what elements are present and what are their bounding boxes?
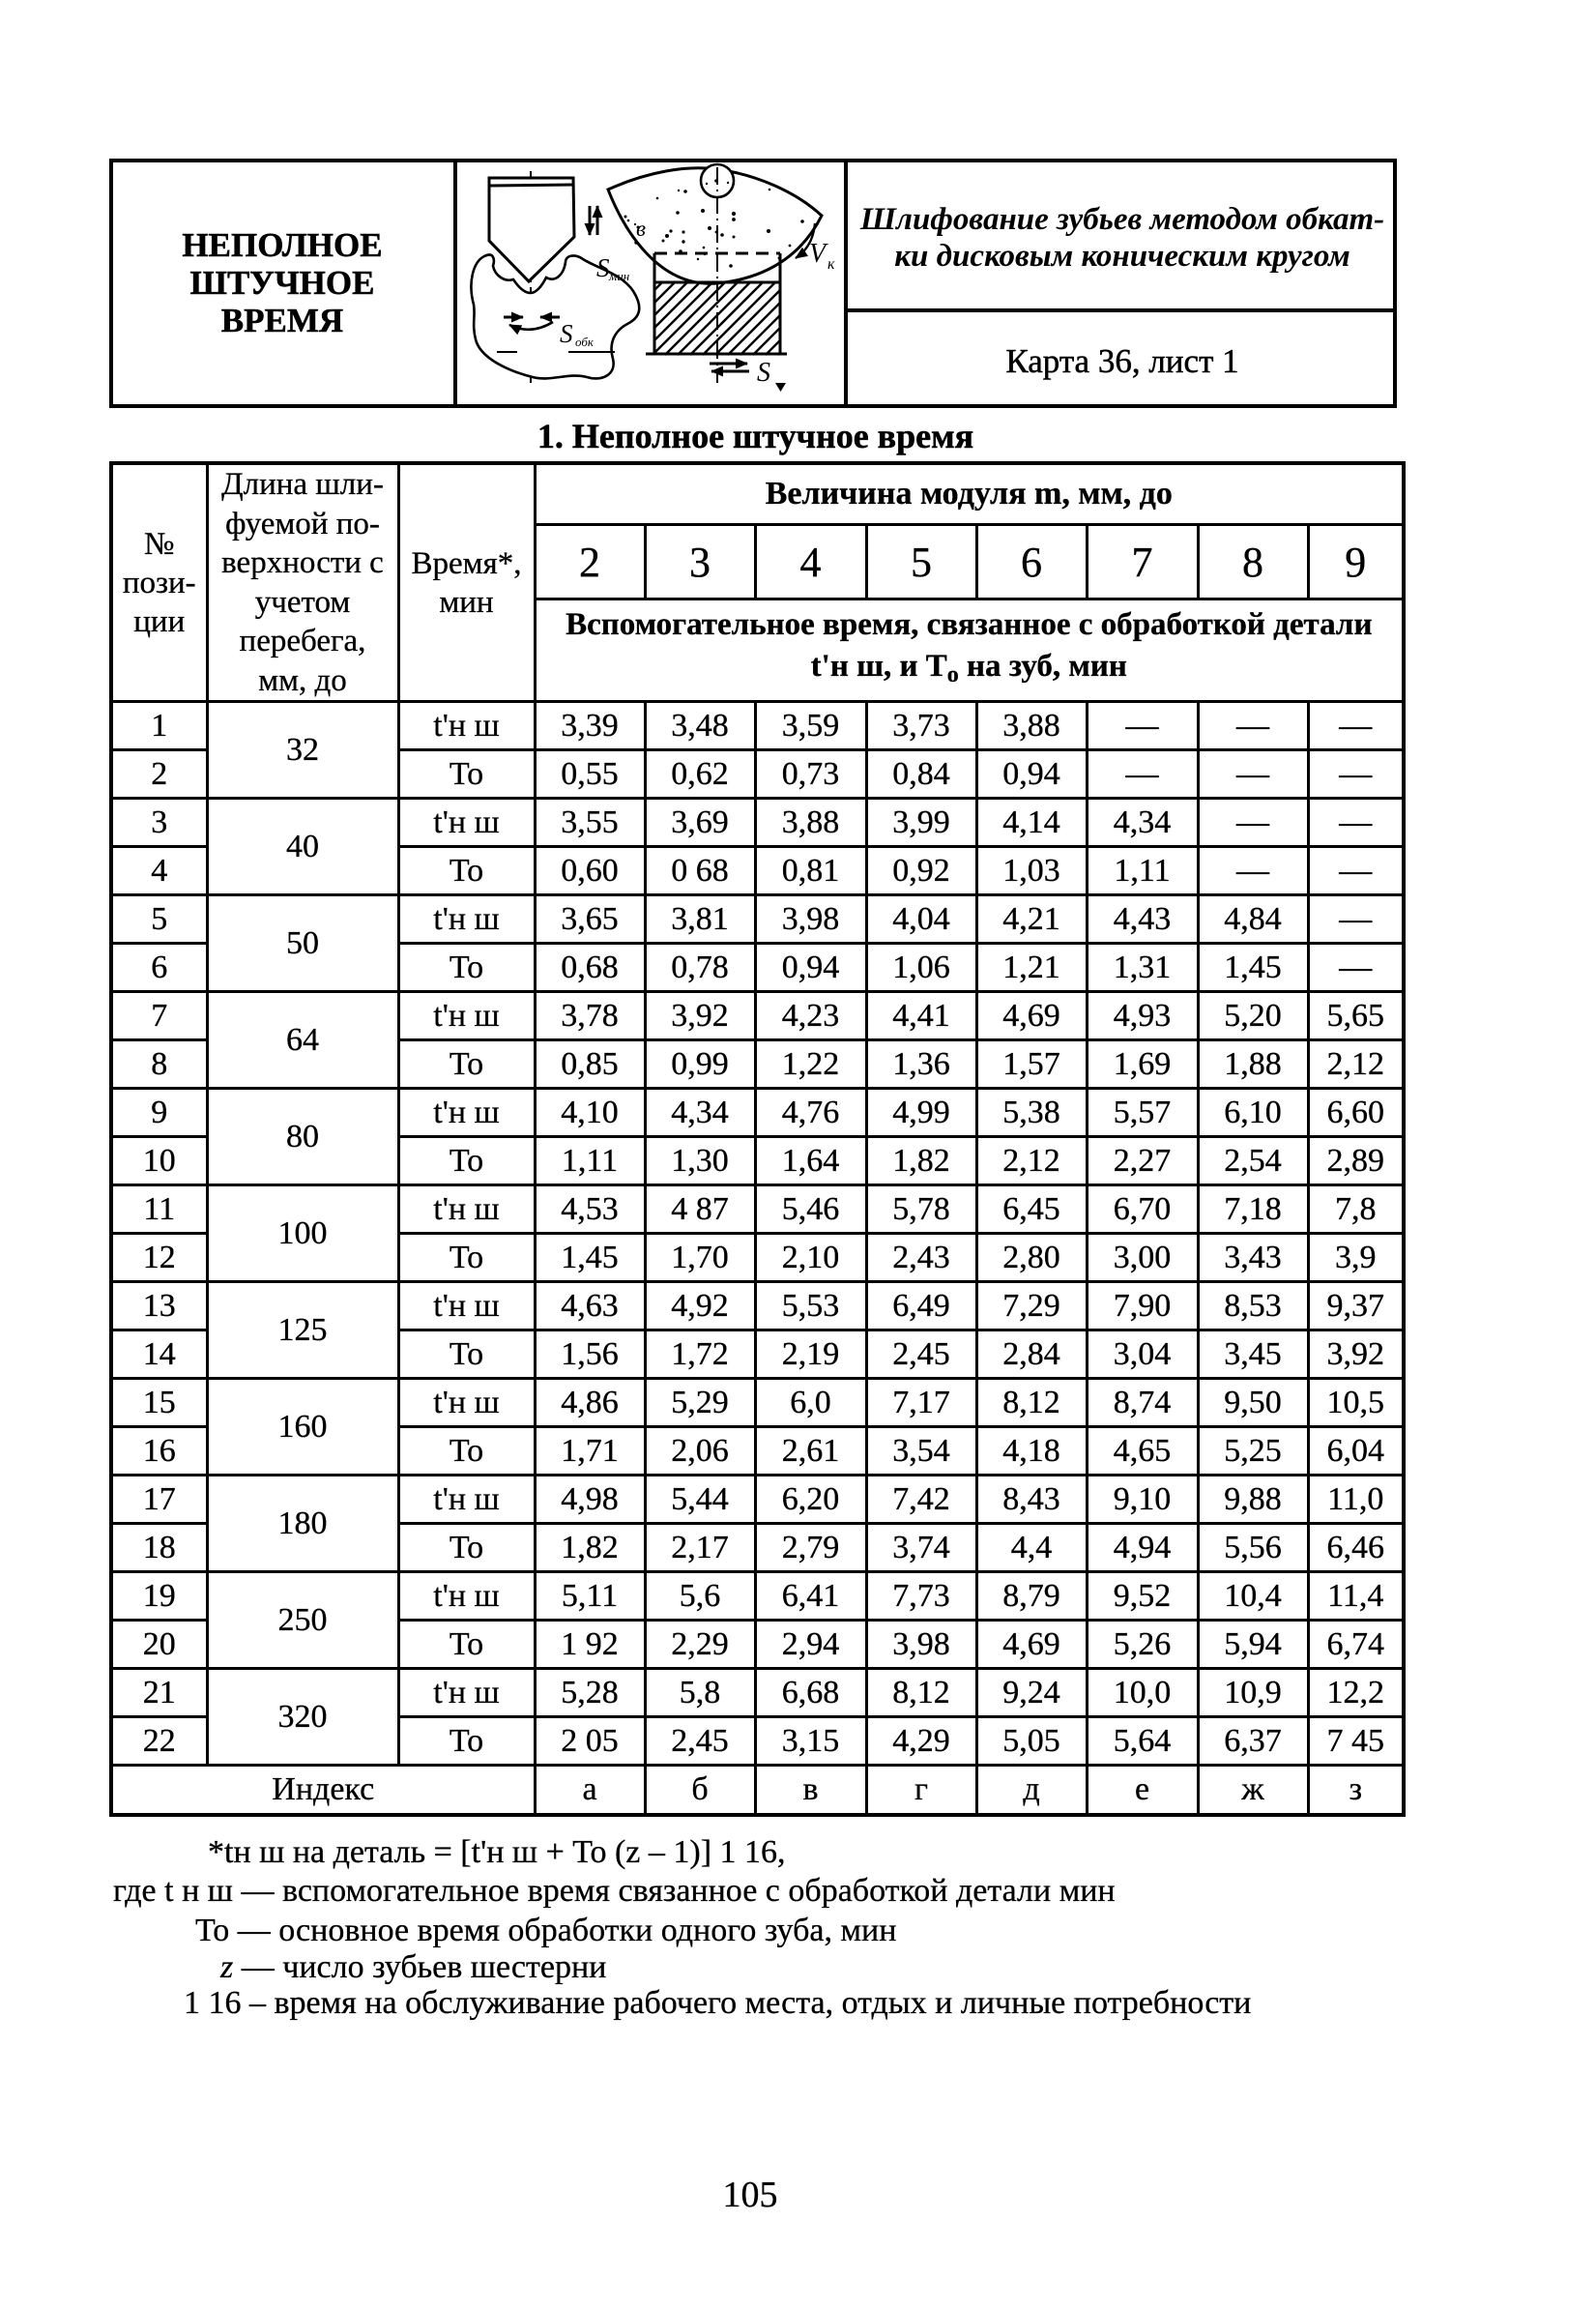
svg-text:V: V bbox=[809, 239, 828, 269]
svg-text:S: S bbox=[757, 358, 770, 388]
svg-text:мин: мин bbox=[608, 269, 629, 283]
svg-text:в: в bbox=[636, 217, 646, 241]
svg-text:к: к bbox=[827, 256, 835, 273]
svg-text:S: S bbox=[560, 319, 573, 348]
svg-text:S: S bbox=[596, 253, 610, 282]
svg-text:обк: обк bbox=[575, 335, 595, 349]
